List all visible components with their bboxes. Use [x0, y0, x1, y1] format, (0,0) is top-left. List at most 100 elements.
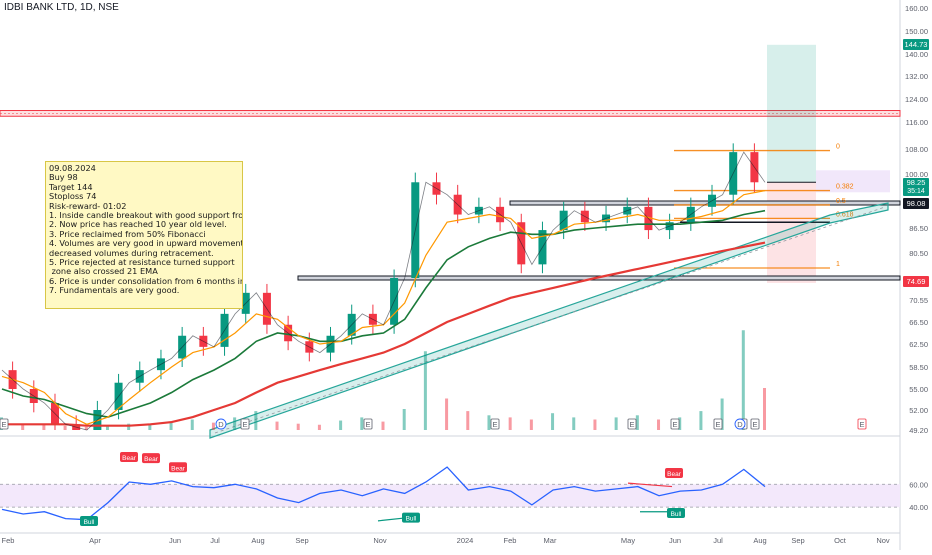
volume-bar [487, 415, 491, 430]
last-price-tag: 98.25 [903, 178, 929, 188]
time-tick-label: Jun [669, 536, 681, 545]
rsi-signal-label: Bear [122, 455, 137, 462]
rsi-signal-label: Bear [667, 471, 682, 478]
volume-bar [763, 388, 766, 430]
volume-bar [445, 398, 449, 430]
rsi-signal-label: Bull [84, 519, 95, 526]
volume-bar [84, 426, 88, 430]
note-line: 7. Fundamentals are very good. [49, 285, 180, 296]
time-tick-label: Mar [544, 536, 557, 545]
note-line: 4. Volumes are very good in upward movem… [49, 238, 243, 249]
earnings-marker [750, 418, 760, 430]
price-tick-label: 62.50 [909, 340, 928, 349]
volume-bar [402, 409, 406, 430]
target-price-tag: 144.73 [903, 39, 929, 50]
earnings-marker-label: E [492, 420, 497, 429]
rsi-signal-badge [402, 512, 420, 523]
note-line: Buy 98 [49, 172, 78, 183]
volume-bar [127, 423, 131, 430]
earnings-marker-label: E [752, 420, 757, 429]
earnings-marker [363, 418, 373, 430]
note-line: 6. Price is under consolidation from 6 m… [49, 275, 242, 286]
ascending-channel [209, 202, 889, 439]
volume-bar [699, 411, 703, 430]
time-tick-label: Nov [876, 536, 890, 545]
note-line: 3. Price reclaimed from 50% Fibonacci [49, 228, 206, 239]
volume-bar [63, 425, 67, 430]
volume-bar [148, 424, 152, 430]
channel-midline [214, 206, 886, 434]
entry-highlight [816, 170, 890, 193]
target-zone [767, 44, 816, 183]
volume-bar [423, 351, 427, 430]
volume-bar [190, 419, 194, 430]
volume-bar [466, 411, 470, 430]
time-tick-label: Feb [504, 536, 517, 545]
note-line: Target 144 [49, 181, 93, 192]
volume-bar [254, 411, 258, 430]
earnings-marker-label: E [672, 420, 677, 429]
volume-bar [572, 417, 576, 430]
volume-bar [169, 421, 173, 430]
earnings-marker [0, 418, 9, 430]
volume-bar [339, 420, 343, 430]
price-tick-label: 55.00 [909, 385, 928, 394]
earnings-marker-label: E [715, 420, 720, 429]
fib-level-label: 0.382 [836, 184, 854, 191]
price-tick-label: 140.00 [905, 50, 928, 59]
rsi-tick-label: 60.00 [909, 480, 928, 489]
rsi-tick-label: 40.00 [909, 503, 928, 512]
price-tick-label: 108.00 [905, 145, 928, 154]
time-tick-label: Nov [373, 536, 387, 545]
volume-bar [275, 421, 279, 430]
time-tick-label: May [621, 536, 635, 545]
entry-price-tag: 98.08 [903, 198, 929, 209]
volume-bar [508, 417, 512, 430]
dividend-marker-label: D [737, 420, 743, 429]
note-line: Stoploss 74 [49, 191, 97, 202]
volume-bar [635, 415, 639, 430]
rsi-signal-label: Bear [171, 465, 186, 472]
price-tick-label: 52.00 [909, 406, 928, 415]
bear-divergence-line [627, 482, 673, 488]
countdown-tag: 35:14 [903, 187, 929, 196]
earnings-marker [490, 418, 500, 430]
rsi-signal-badge [80, 516, 98, 526]
rsi-band [0, 484, 900, 508]
time-tick-label: Apr [89, 536, 101, 545]
rsi-signal-label: Bull [406, 516, 417, 523]
rsi-signal-label: Bull [671, 511, 682, 518]
ema-50-line [1, 209, 766, 418]
price-tick-label: 86.50 [909, 224, 928, 233]
note-line: zone also crossed 21 EMA [49, 266, 158, 277]
note-line: 1. Inside candle breakout with good supp… [49, 210, 243, 221]
earnings-marker-label: E [859, 420, 864, 429]
volume-bar [105, 425, 109, 430]
earnings-marker-label: E [365, 420, 370, 429]
volume-bar [593, 419, 597, 430]
time-tick-label: Aug [753, 536, 766, 545]
price-tick-label: 124.00 [905, 95, 928, 104]
time-tick-label: Sep [295, 536, 308, 545]
ema-200-line [2, 241, 766, 427]
note-line: Risk-reward- 01:02 [49, 200, 127, 211]
chart-title: IDBI BANK LTD, 1D, NSE [4, 2, 119, 13]
price-tick-label: 70.55 [909, 296, 928, 305]
price-tick-label: 150.00 [905, 27, 928, 36]
dividend-marker [734, 418, 746, 430]
rsi-signal-badge [665, 468, 683, 478]
rsi-signal-label: Bear [144, 456, 159, 463]
volume-bar [42, 424, 46, 430]
price-tick-label: 58.50 [909, 363, 928, 372]
volume-bar [741, 330, 745, 430]
price-tick-label: 100.00 [905, 170, 928, 179]
dividend-marker-label: D [218, 420, 224, 429]
time-tick-label: Jul [210, 536, 220, 545]
earnings-marker-label: E [629, 420, 634, 429]
earnings-marker [857, 418, 867, 430]
note-line: 09.08.2024 [49, 163, 96, 173]
price-tick-label: 49.20 [909, 426, 928, 435]
note-line: 2. Now price has reached 10 year old lev… [49, 219, 227, 230]
price-tick-label: 160.00 [905, 4, 928, 13]
rsi-signal-badge [142, 453, 160, 464]
